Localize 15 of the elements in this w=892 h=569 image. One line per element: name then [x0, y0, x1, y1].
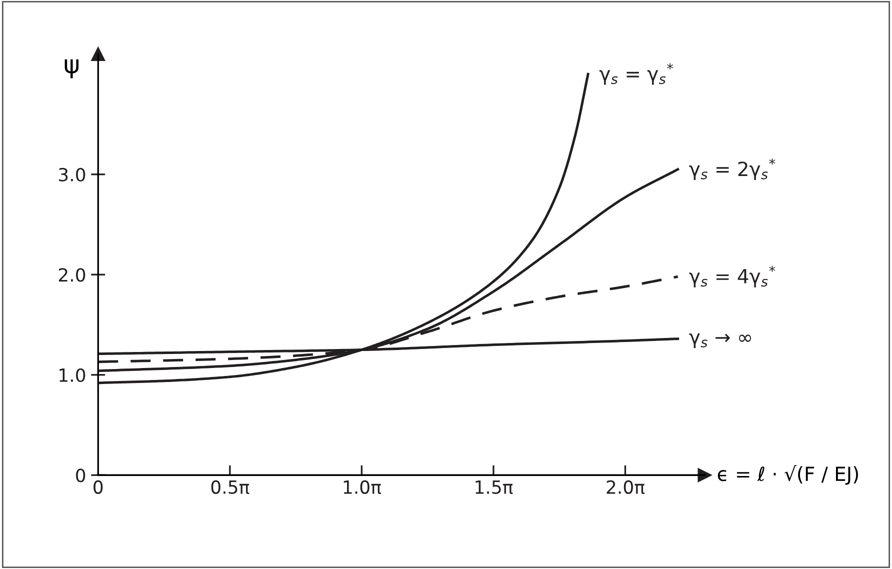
y-tick-label: 1.0	[60, 368, 86, 382]
y-tick-label: 0	[76, 468, 86, 482]
x-axis-title: ϵ = ℓ · √(F / EJ)	[718, 465, 858, 485]
x-tick-label: 1.0π	[344, 480, 381, 494]
x-tick-label: 2.0π	[606, 480, 645, 494]
series-label: γ$_{s}$ = γ$_{s}$$^{*}$	[599, 63, 674, 85]
x-tick-label: 0	[94, 480, 103, 494]
x-tick-label: 0.5π	[211, 480, 250, 494]
series-label: γ$_{s}$ = 4γ$_{s}$$^{*}$	[689, 266, 776, 288]
series-label: γ$_{s}$ → ∞	[689, 333, 752, 348]
y-tick-label: 3.0	[58, 168, 86, 182]
y-tick-label: 2.0	[58, 268, 86, 282]
x-tick-label: 1.5π	[476, 480, 513, 494]
series-label: γ$_{s}$ = 2γ$_{s}$$^{*}$	[689, 158, 776, 180]
y-axis-title: ψ	[64, 59, 78, 78]
